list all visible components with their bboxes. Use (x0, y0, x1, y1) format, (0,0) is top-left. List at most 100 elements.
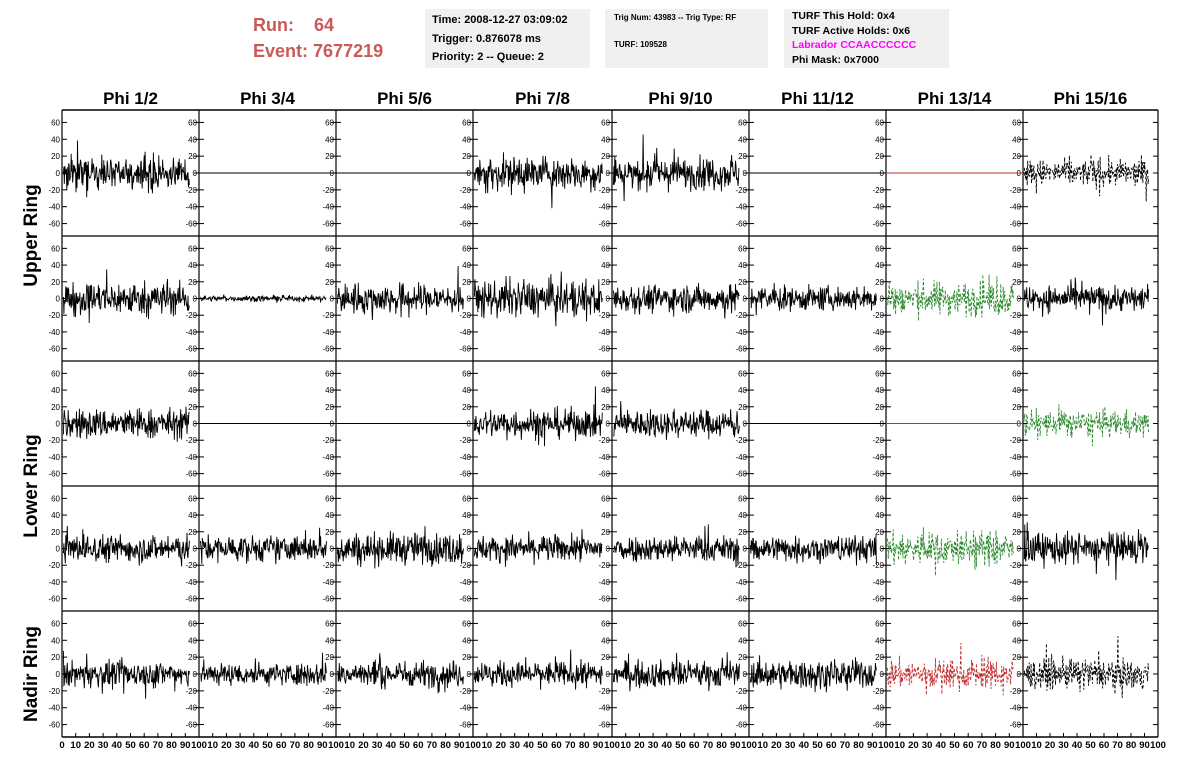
y-tick-label: -40 (48, 453, 60, 462)
y-tick-label: -40 (735, 578, 747, 587)
y-tick-label: 0 (467, 670, 472, 679)
waveform-trace (62, 650, 190, 699)
x-tick-label: 80 (1126, 740, 1137, 751)
y-tick-label: 40 (325, 261, 334, 270)
x-tick-label: 10 (1031, 740, 1042, 751)
waveform-trace (336, 653, 464, 694)
y-tick-label: -60 (872, 595, 884, 604)
y-tick-label: 60 (601, 494, 610, 503)
y-tick-label: -60 (322, 220, 334, 229)
y-tick-label: -20 (598, 561, 610, 570)
x-tick-label: 60 (826, 740, 837, 751)
y-tick-label: -60 (735, 220, 747, 229)
y-tick-label: 20 (875, 528, 884, 537)
x-tick-label: 70 (1112, 740, 1123, 751)
waveform-trace (473, 529, 603, 567)
x-tick-label: 20 (221, 740, 232, 751)
y-tick-label: 0 (1017, 670, 1022, 679)
x-tick-label: 50 (812, 740, 823, 751)
y-tick-label: 40 (188, 135, 197, 144)
x-tick-label: 50 (262, 740, 273, 751)
x-tick-label: 10 (344, 740, 355, 751)
y-tick-label: 20 (462, 403, 471, 412)
y-tick-label: 60 (462, 118, 471, 127)
y-tick-label: 40 (601, 261, 610, 270)
column-title: Phi 11/12 (781, 89, 854, 108)
y-tick-label: 20 (738, 528, 747, 537)
y-tick-label: 0 (330, 670, 335, 679)
y-tick-label: 40 (738, 636, 747, 645)
x-tick-label: 50 (399, 740, 410, 751)
y-tick-label: -20 (459, 436, 471, 445)
x-tick-label: 40 (249, 740, 260, 751)
y-tick-label: -40 (48, 704, 60, 713)
y-tick-label: 0 (56, 545, 61, 554)
y-tick-label: -20 (598, 186, 610, 195)
y-tick-label: 60 (1012, 619, 1021, 628)
y-tick-label: 20 (601, 528, 610, 537)
y-tick-label: 60 (188, 494, 197, 503)
y-tick-label: -60 (598, 220, 610, 229)
y-tick-label: -20 (48, 311, 60, 320)
trig-num-text: Trig Num: 43983 -- Trig Type: RF (614, 13, 737, 22)
y-tick-label: 60 (462, 369, 471, 378)
y-tick-label: 20 (51, 403, 60, 412)
x-tick-label: 10 (70, 740, 81, 751)
y-tick-label: -60 (735, 595, 747, 604)
y-tick-label: -60 (322, 595, 334, 604)
phi-mask-text: Phi Mask: 0x7000 (792, 53, 879, 66)
y-tick-label: 0 (193, 295, 198, 304)
y-tick-label: -40 (459, 578, 471, 587)
y-tick-label: 0 (880, 670, 885, 679)
x-tick-label: 10 (894, 740, 905, 751)
y-tick-label: 40 (738, 386, 747, 395)
x-tick-label: 60 (1099, 740, 1110, 751)
y-tick-label: -60 (322, 721, 334, 730)
y-tick-label: -60 (185, 595, 197, 604)
x-tick-label: 60 (139, 740, 150, 751)
y-tick-label: 20 (1012, 278, 1021, 287)
y-tick-label: 0 (56, 295, 61, 304)
x-tick-label: 80 (579, 740, 590, 751)
x-tick-label: 30 (1058, 740, 1069, 751)
y-tick-label: 60 (188, 369, 197, 378)
y-tick-label: 20 (462, 653, 471, 662)
y-tick-label: 60 (462, 619, 471, 628)
y-tick-label: 20 (601, 152, 610, 161)
y-tick-label: -60 (185, 721, 197, 730)
y-tick-label: -40 (459, 704, 471, 713)
x-tick-label: 50 (949, 740, 960, 751)
y-tick-label: -40 (1009, 203, 1021, 212)
y-tick-label: -60 (1009, 721, 1021, 730)
y-tick-label: -60 (185, 470, 197, 479)
y-tick-label: -60 (872, 220, 884, 229)
y-tick-label: 0 (467, 545, 472, 554)
row-title: Nadir Ring (21, 626, 42, 722)
trig-info-box: Trig Num: 43983 -- Trig Type: RF TURF: 1… (605, 9, 768, 68)
y-tick-label: 40 (325, 135, 334, 144)
x-tick-label: 90 (180, 740, 191, 751)
x-tick-label: 30 (648, 740, 659, 751)
y-tick-label: 20 (738, 278, 747, 287)
x-tick-label: 70 (290, 740, 301, 751)
waveform-trace (886, 527, 1014, 576)
x-tick-label: 80 (303, 740, 314, 751)
y-tick-label: 0 (880, 295, 885, 304)
x-tick-label: 10 (757, 740, 768, 751)
y-tick-label: -20 (1009, 436, 1021, 445)
y-tick-label: -40 (185, 453, 197, 462)
waveform-trace (886, 642, 1014, 696)
y-tick-label: -60 (735, 470, 747, 479)
y-tick-label: 40 (1012, 261, 1021, 270)
y-tick-label: 60 (875, 619, 884, 628)
y-tick-label: 0 (56, 169, 61, 178)
y-tick-label: 60 (188, 244, 197, 253)
x-tick-label: 90 (593, 740, 604, 751)
y-tick-label: 60 (1012, 369, 1021, 378)
y-tick-label: 20 (51, 152, 60, 161)
waveform-trace (62, 406, 190, 442)
x-tick-label: 40 (386, 740, 397, 751)
time-info-box: Time: 2008-12-27 03:09:02 Trigger: 0.876… (425, 9, 590, 68)
y-tick-label: 60 (875, 494, 884, 503)
y-tick-label: -20 (735, 687, 747, 696)
